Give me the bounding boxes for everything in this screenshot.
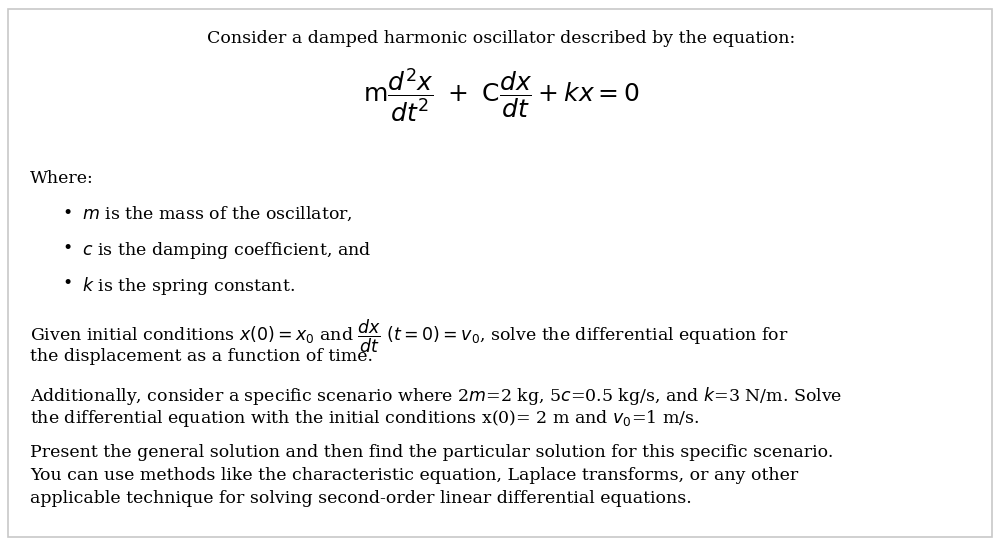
Text: Consider a damped harmonic oscillator described by the equation:: Consider a damped harmonic oscillator de… xyxy=(206,30,796,47)
Text: $\mathrm{m}\dfrac{d^2x}{dt^2}\ +\ \mathrm{C}\dfrac{dx}{dt} + kx = 0$: $\mathrm{m}\dfrac{d^2x}{dt^2}\ +\ \mathr… xyxy=(363,66,639,124)
Text: the differential equation with the initial conditions x(0)= 2 m and $v_0$=1 m/s.: the differential equation with the initi… xyxy=(30,408,699,429)
Text: $c$ is the damping coefficient, and: $c$ is the damping coefficient, and xyxy=(82,240,372,261)
Text: •: • xyxy=(63,205,73,222)
Text: applicable technique for solving second-order linear differential equations.: applicable technique for solving second-… xyxy=(30,490,691,507)
Text: Additionally, consider a specific scenario where 2$m$=2 kg, 5$c$=0.5 kg/s, and $: Additionally, consider a specific scenar… xyxy=(30,385,843,407)
Text: •: • xyxy=(63,240,73,257)
Text: You can use methods like the characteristic equation, Laplace transforms, or any: You can use methods like the characteris… xyxy=(30,467,799,484)
Text: Given initial conditions $x(0) = x_0$ and $\dfrac{dx}{dt}\ (t = 0) = v_0$, solve: Given initial conditions $x(0) = x_0$ an… xyxy=(30,318,789,355)
Text: Where:: Where: xyxy=(30,170,94,187)
Text: $m$ is the mass of the oscillator,: $m$ is the mass of the oscillator, xyxy=(82,205,353,223)
Text: Present the general solution and then find the particular solution for this spec: Present the general solution and then fi… xyxy=(30,444,834,461)
Text: •: • xyxy=(63,275,73,292)
FancyBboxPatch shape xyxy=(8,9,992,537)
Text: $k$ is the spring constant.: $k$ is the spring constant. xyxy=(82,275,295,297)
Text: the displacement as a function of time.: the displacement as a function of time. xyxy=(30,348,373,365)
